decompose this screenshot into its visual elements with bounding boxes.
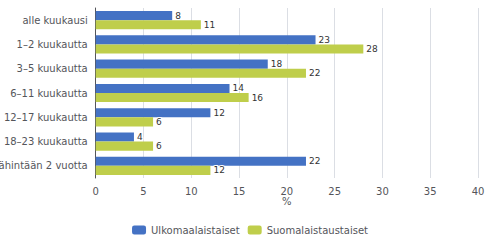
svg-text:6: 6 [156,141,162,151]
svg-text:35: 35 [424,186,437,197]
svg-text:6–11 kuukautta: 6–11 kuukautta [10,88,87,99]
svg-text:8: 8 [175,11,181,21]
svg-text:18: 18 [271,59,283,69]
svg-text:23: 23 [319,35,330,45]
svg-text:Suomalaistaustaiset: Suomalaistaustaiset [267,225,368,236]
svg-text:3–5 kuukautta: 3–5 kuukautta [17,63,88,74]
svg-text:22: 22 [309,156,320,166]
svg-text:28: 28 [366,44,378,54]
svg-text:%: % [282,196,292,207]
svg-text:25: 25 [328,186,341,197]
svg-text:14: 14 [233,83,245,93]
svg-text:alle kuukausi: alle kuukausi [22,15,87,26]
svg-text:20: 20 [280,186,293,197]
svg-text:Ulkomaalaistaiset: Ulkomaalaistaiset [151,225,240,236]
svg-text:18–23 kuukautta: 18–23 kuukautta [4,136,88,147]
svg-text:15: 15 [233,186,246,197]
svg-text:12: 12 [213,165,224,175]
svg-text:22: 22 [309,68,320,78]
svg-text:1–2 kuukautta: 1–2 kuukautta [17,39,88,50]
svg-text:0: 0 [93,186,99,197]
svg-text:11: 11 [204,20,215,30]
svg-text:vähintään 2 vuotta: vähintään 2 vuotta [0,160,88,171]
svg-text:30: 30 [376,186,389,197]
svg-text:40: 40 [472,186,485,197]
svg-text:12: 12 [213,108,224,118]
svg-text:6: 6 [156,117,162,127]
svg-text:16: 16 [252,93,264,103]
svg-text:12–17 kuukautta: 12–17 kuukautta [4,112,88,123]
svg-text:5: 5 [140,186,146,197]
svg-text:4: 4 [137,132,143,142]
svg-text:10: 10 [185,186,198,197]
